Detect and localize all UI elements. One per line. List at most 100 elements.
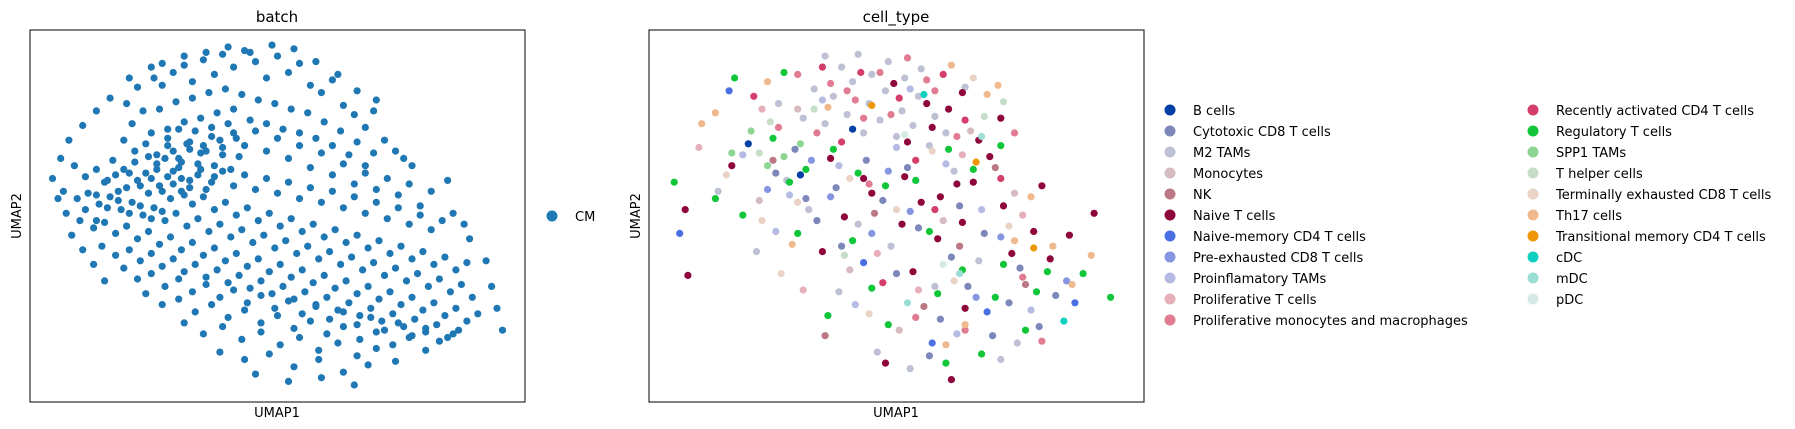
legend-item-mdc: mDC xyxy=(1527,272,1588,287)
point-cm-268 xyxy=(230,286,238,294)
point-proinflamatory-tams-1 xyxy=(785,191,794,199)
point-m2-tams-30 xyxy=(997,355,1005,364)
point-cm-112 xyxy=(416,211,424,219)
point-proliferative-monocytes-and-macrophages-10 xyxy=(843,87,851,95)
point-cm-95 xyxy=(230,182,238,190)
point-cytotoxic-cd8-t-cells-8 xyxy=(862,156,870,164)
point-m2-tams-5 xyxy=(901,74,909,82)
point-cm-45 xyxy=(287,105,295,113)
point-naive-memory-cd4-t-cells-0 xyxy=(725,87,733,95)
point-th17-cells-0 xyxy=(711,109,720,117)
point-pre-exhausted-cd8-t-cells-4 xyxy=(972,293,980,301)
legend-label-recently-activated-cd4-t-cells: Recently activated CD4 T cells xyxy=(1556,104,1754,119)
point-regulatory-t-cells-19 xyxy=(1107,293,1115,301)
point-naive-t-cells-13 xyxy=(868,189,876,197)
point-proliferative-monocytes-and-macrophages-6 xyxy=(813,129,821,137)
point-cm-56 xyxy=(120,136,128,144)
point-cm-359 xyxy=(169,180,177,188)
point-cm-23 xyxy=(370,107,378,115)
point-m2-tams-29 xyxy=(975,257,983,265)
point-cm-333 xyxy=(224,120,232,128)
point-cm-180 xyxy=(370,259,378,267)
point-cm-31 xyxy=(172,98,180,106)
point-regulatory-t-cells-31 xyxy=(868,284,876,292)
point-cm-7 xyxy=(199,56,207,64)
legend-marker-nk xyxy=(1164,188,1176,200)
point-cm-282 xyxy=(422,324,430,332)
point-naive-t-cells-21 xyxy=(860,174,868,183)
point-naive-memory-cd4-t-cells-1 xyxy=(676,229,684,237)
panel-batch: batch UMAP1 UMAP2 CM xyxy=(10,8,595,421)
point-cm-349 xyxy=(186,184,194,192)
point-regulatory-t-cells-27 xyxy=(670,178,678,186)
point-regulatory-t-cells-16 xyxy=(999,260,1008,268)
point-proliferative-monocytes-and-macrophages-3 xyxy=(876,68,884,77)
point-cm-189 xyxy=(468,293,476,301)
point-cm-128 xyxy=(210,206,218,214)
point-cm-289 xyxy=(208,301,216,309)
point-cm-200 xyxy=(188,238,196,247)
point-cm-171 xyxy=(271,244,279,252)
panel-cell-type-frame xyxy=(648,29,1145,403)
point-cm-232 xyxy=(158,262,166,270)
point-recently-activated-cd4-t-cells-10 xyxy=(879,279,887,287)
point-cm-226 xyxy=(474,310,482,318)
point-cm-338 xyxy=(194,160,202,168)
point-naive-memory-cd4-t-cells-2 xyxy=(983,308,991,316)
legend-item-monocytes: Monocytes xyxy=(1164,167,1263,182)
point-pdc-0 xyxy=(939,260,947,268)
point-mdc-0 xyxy=(978,132,986,141)
point-cm-301 xyxy=(405,333,413,342)
point-cm-80 xyxy=(383,174,391,183)
point-naive-t-cells-26 xyxy=(728,162,736,170)
legend-marker-cm xyxy=(546,210,558,222)
point-cm-386 xyxy=(449,209,457,217)
point-th17-cells-6 xyxy=(1027,193,1035,201)
point-m2-tams-6 xyxy=(917,65,925,73)
point-m2-tams-0 xyxy=(821,52,829,60)
point-cm-108 xyxy=(372,198,380,206)
legend-item-nk: NK xyxy=(1164,188,1212,203)
panel-batch-legend: CM xyxy=(546,210,595,225)
point-cm-186 xyxy=(435,275,443,283)
point-cm-57 xyxy=(131,147,139,155)
point-monocytes-6 xyxy=(967,127,975,135)
point-cytotoxic-cd8-t-cells-9 xyxy=(813,217,821,225)
point-regulatory-t-cells-4 xyxy=(881,182,890,190)
point-terminally-exhausted-cd8-t-cells-6 xyxy=(722,171,731,179)
point-naive-t-cells-2 xyxy=(945,105,953,113)
point-proliferative-monocytes-and-macrophages-12 xyxy=(953,132,961,141)
point-cm-253 xyxy=(389,310,397,318)
point-th17-cells-13 xyxy=(698,120,706,128)
point-cm-206 xyxy=(254,255,262,263)
point-naive-t-cells-19 xyxy=(1090,209,1098,217)
point-cm-176 xyxy=(326,248,334,256)
point-cytotoxic-cd8-t-cells-12 xyxy=(936,315,945,323)
point-cm-217 xyxy=(375,295,383,303)
point-nk-6 xyxy=(991,164,999,172)
point-cm-141 xyxy=(353,231,361,239)
point-cm-145 xyxy=(397,242,405,250)
point-cm-314 xyxy=(391,357,400,365)
point-m2-tams-25 xyxy=(805,206,813,214)
point-th17-cells-4 xyxy=(983,90,991,99)
legend-marker-mdc xyxy=(1527,272,1539,284)
point-cm-3 xyxy=(158,81,166,89)
point-cm-16 xyxy=(295,59,304,67)
point-naive-t-cells-20 xyxy=(909,268,917,276)
point-cm-110 xyxy=(394,204,402,212)
point-cm-197 xyxy=(155,240,164,248)
point-cm-27 xyxy=(139,107,147,115)
legend-label-cytotoxic-cd8-t-cells: Cytotoxic CD8 T cells xyxy=(1193,125,1331,140)
legend-label-monocytes: Monocytes xyxy=(1193,167,1263,182)
point-cm-138 xyxy=(320,233,328,241)
point-cm-115 xyxy=(70,162,78,170)
point-cm-243 xyxy=(279,282,287,290)
point-cm-152 xyxy=(59,187,67,195)
point-cm-311 xyxy=(334,339,342,347)
point-m2-tams-11 xyxy=(881,87,890,95)
legend-label-m2-tams: M2 TAMs xyxy=(1193,146,1251,161)
point-naive-t-cells-29 xyxy=(997,114,1005,122)
point-cm-368 xyxy=(81,206,89,214)
